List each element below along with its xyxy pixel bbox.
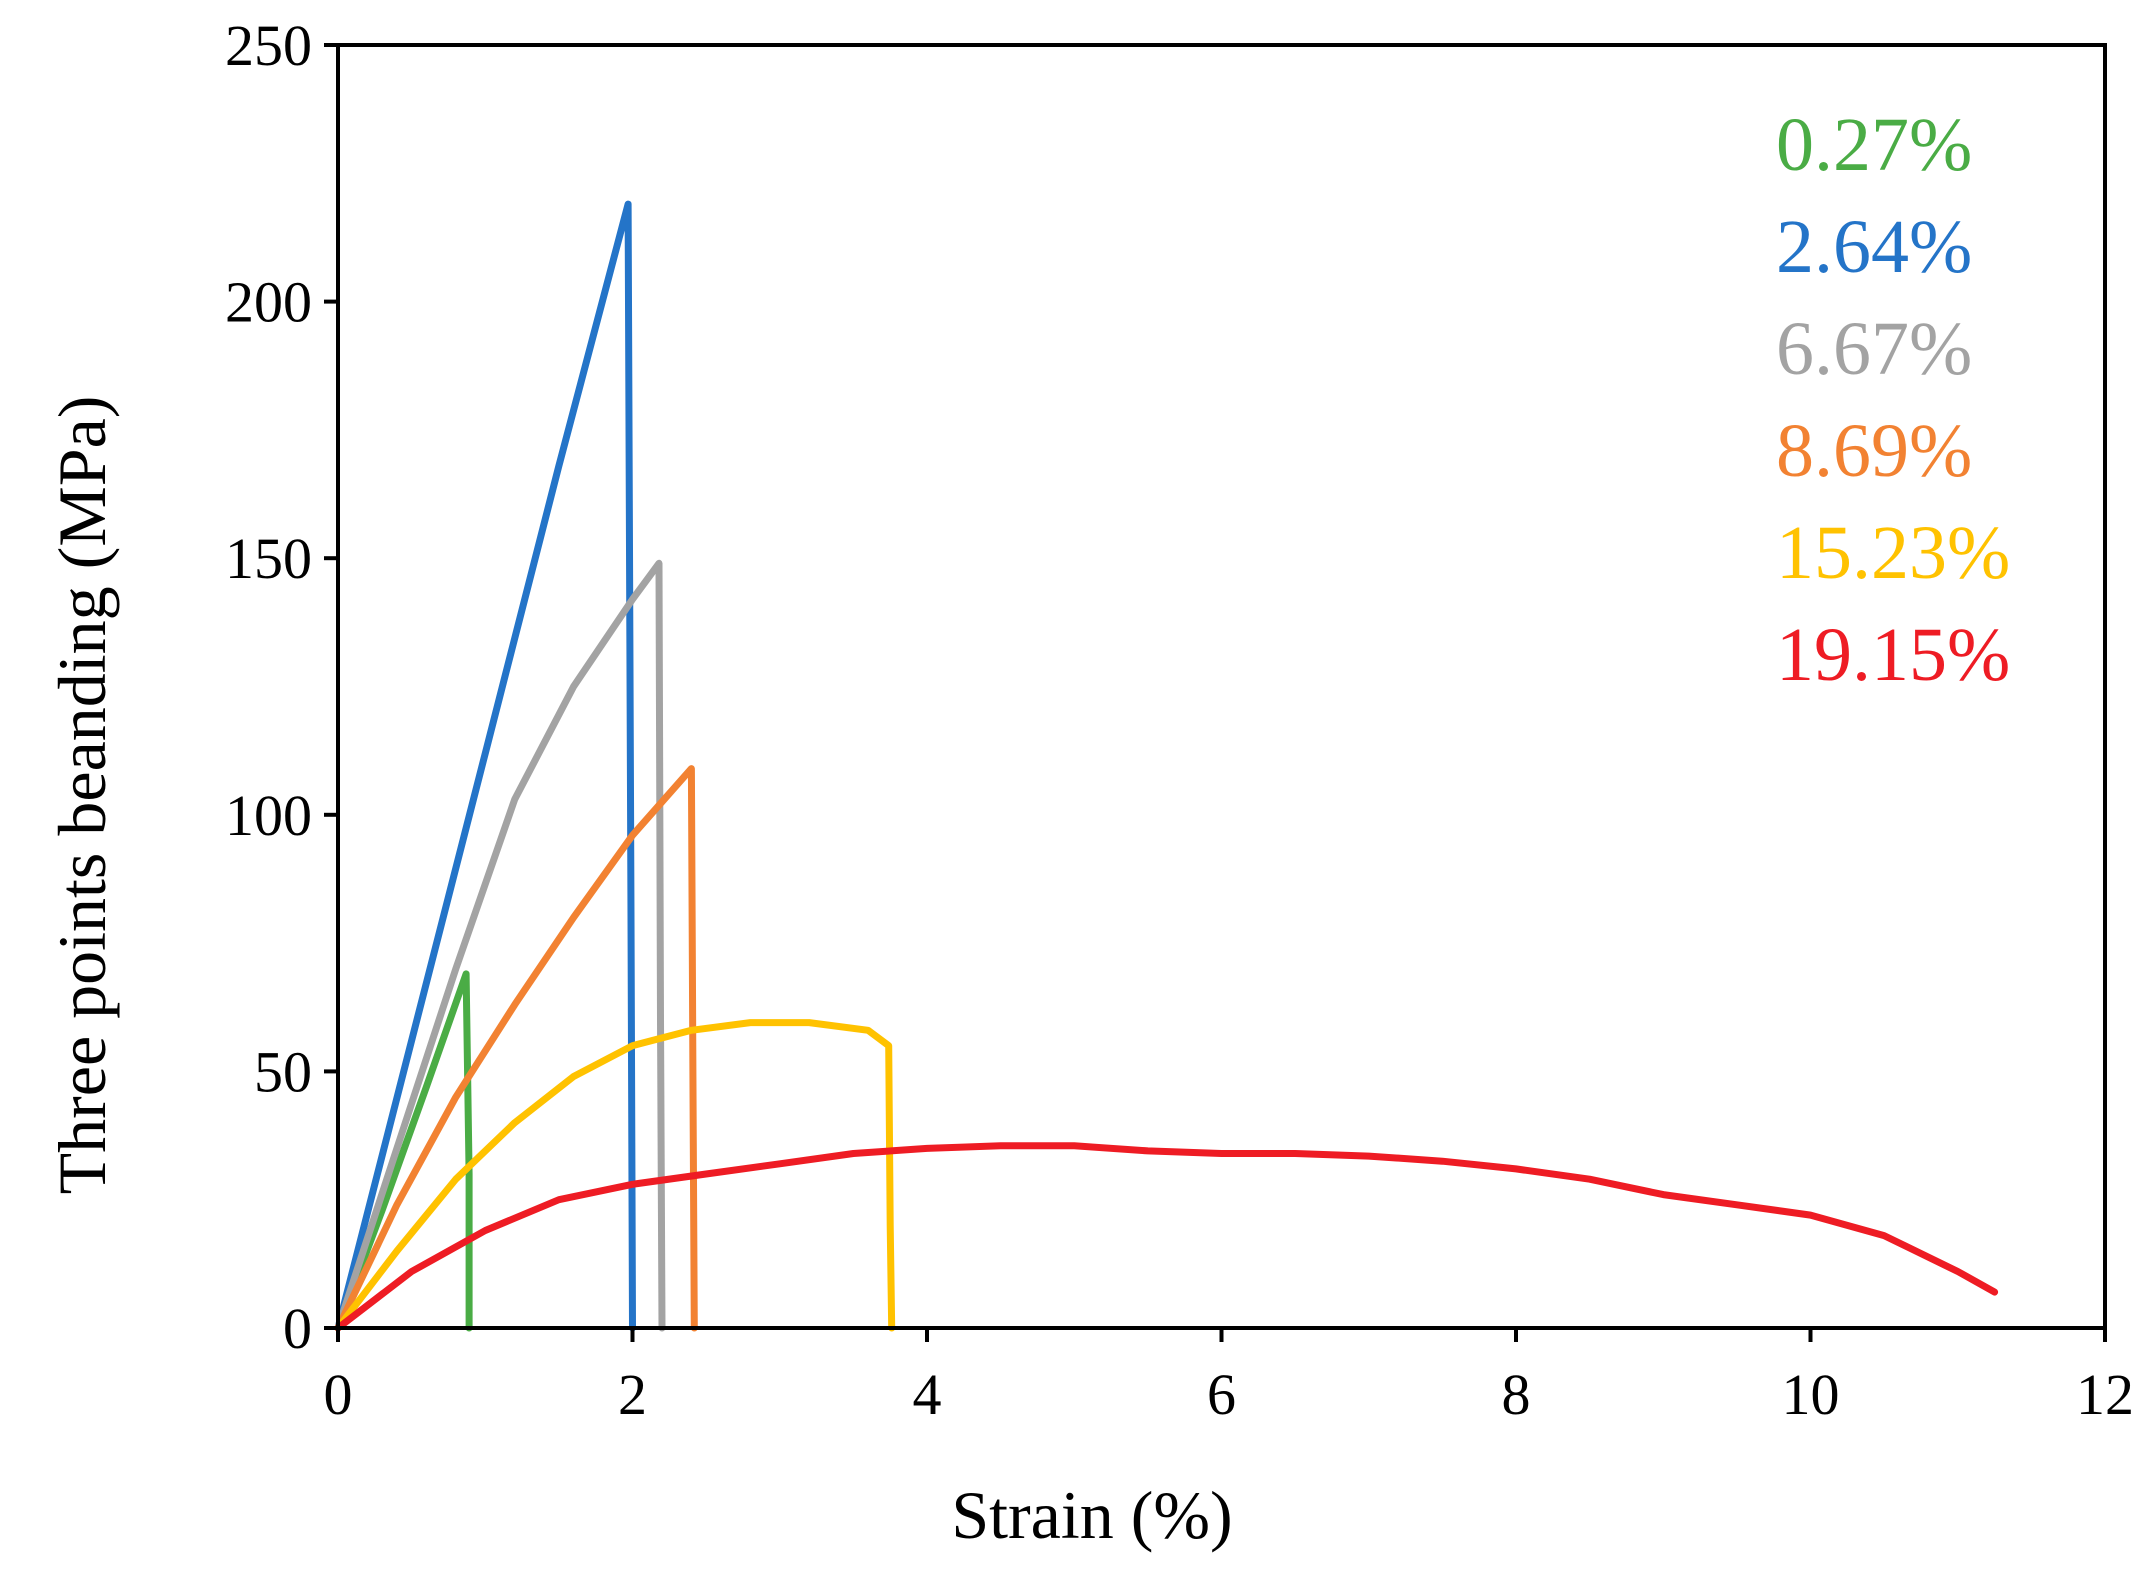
x-tick-label: 10	[1782, 1362, 1840, 1427]
x-tick-label: 0	[324, 1362, 353, 1427]
y-tick-label: 0	[283, 1296, 312, 1361]
x-tick-label: 4	[913, 1362, 942, 1427]
x-tick-label: 2	[618, 1362, 647, 1427]
series-line-1	[334, 200, 636, 1332]
y-tick-label: 200	[225, 270, 312, 335]
legend-item-5: 19.15%	[1776, 613, 2010, 697]
tick-layer: 0 2 4 6 8 10 12 0 50 100 150 200 250	[225, 13, 2134, 1427]
legend-item-3: 8.69%	[1776, 409, 1972, 493]
x-tick-label: 8	[1502, 1362, 1531, 1427]
series-layer	[334, 200, 1999, 1332]
y-tick-label: 50	[254, 1039, 312, 1104]
series-line-2	[334, 559, 666, 1332]
series-line-0	[334, 970, 473, 1332]
y-axis-title: Three points beanding (MPa)	[44, 396, 120, 1195]
legend-item-0: 0.27%	[1776, 103, 1972, 187]
legend-item-1: 2.64%	[1776, 205, 1972, 289]
series-line-4	[334, 1019, 896, 1332]
y-tick-label: 100	[225, 783, 312, 848]
legend-item-2: 6.67%	[1776, 307, 1972, 391]
legend-item-4: 15.23%	[1776, 511, 2010, 595]
x-tick-label: 6	[1207, 1362, 1236, 1427]
series-line-5	[334, 1142, 1999, 1332]
x-tick-label: 12	[2076, 1362, 2134, 1427]
y-tick-label: 250	[225, 13, 312, 78]
series-line-3	[334, 765, 698, 1332]
y-tick-label: 150	[225, 526, 312, 591]
legend: 0.27% 2.64% 6.67% 8.69% 15.23% 19.15%	[1776, 103, 2010, 697]
x-axis-title: Strain (%)	[951, 1477, 1232, 1553]
